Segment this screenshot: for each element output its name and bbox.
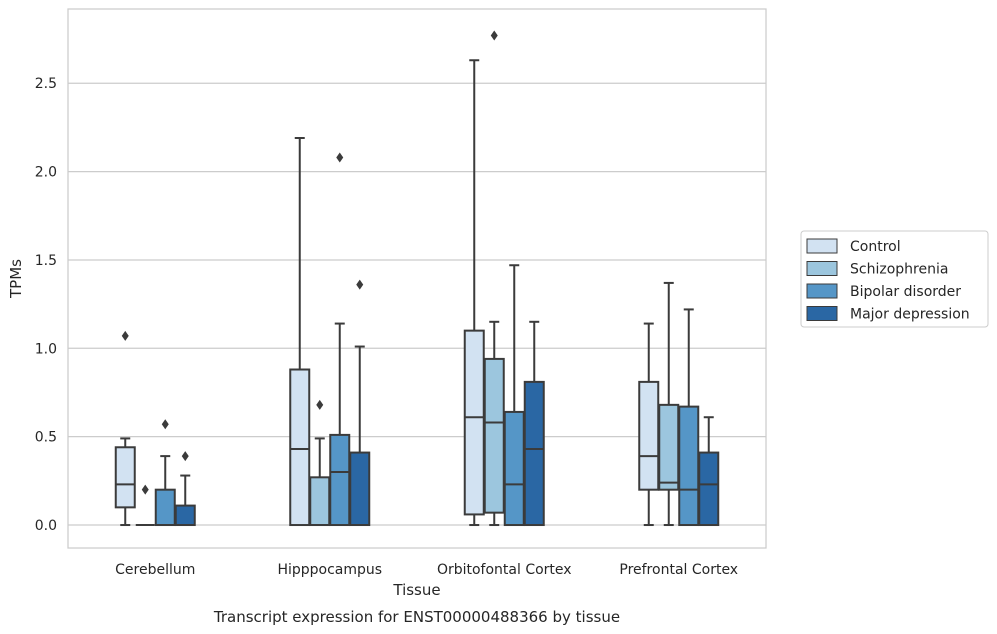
- y-axis-label: TPMs: [7, 259, 25, 299]
- legend-swatch: [806, 306, 838, 321]
- box-iqr: [289, 368, 311, 527]
- box-iqr: [154, 488, 176, 527]
- box-orbitofontal-cortex-bipolar-disorder: [503, 264, 525, 527]
- box-iqr: [349, 451, 371, 527]
- y-tick-label: 1.5: [35, 253, 57, 269]
- legend: Control Schizophrenia Bipolar disorder Majo…: [800, 230, 989, 328]
- box-cerebellum-control: [114, 330, 136, 527]
- outlier-point: [181, 451, 189, 462]
- box-iqr: [174, 504, 196, 527]
- x-tick-label: Cerebellum: [115, 562, 195, 578]
- outlier-point: [490, 30, 498, 41]
- x-tick-label: Prefrontal Cortex: [619, 562, 738, 578]
- box-iqr: [483, 357, 505, 514]
- legend-label: Major depression: [850, 307, 970, 323]
- legend-swatch: [806, 283, 838, 299]
- y-tick-label: 2.5: [35, 76, 57, 92]
- y-tick-label: 2.0: [35, 165, 57, 181]
- outlier-point: [336, 152, 344, 163]
- box-iqr: [658, 403, 680, 491]
- box-hipppocampus-major-depression: [349, 279, 371, 527]
- x-tick-labels: Cerebellum Hipppocampus Orbitofontal Corte…: [115, 562, 738, 578]
- legend-swatch: [806, 261, 838, 276]
- y-tick-label: 1.0: [35, 341, 57, 357]
- box-iqr: [678, 405, 700, 527]
- outlier-point: [356, 279, 364, 290]
- box-cerebellum-schizophrenia: [135, 484, 155, 527]
- box-prefrontal-cortex-bipolar-disorder: [678, 308, 700, 527]
- box-hipppocampus-bipolar-disorder: [329, 152, 351, 527]
- chart-caption: Transcript expression for ENST0000048836…: [213, 608, 620, 626]
- outlier-point: [141, 484, 149, 495]
- y-tick-labels: 0.0 0.5 1.0 1.5 2.0 2.5: [35, 76, 57, 534]
- box-iqr: [114, 446, 136, 509]
- box-cerebellum-major-depression: [174, 451, 196, 527]
- outlier-point: [161, 419, 169, 430]
- box-prefrontal-cortex-major-depression: [698, 416, 720, 527]
- box-iqr: [698, 451, 720, 527]
- y-tick-label: 0.5: [35, 430, 57, 446]
- box-orbitofontal-cortex-schizophrenia: [483, 30, 505, 527]
- legend-label: Bipolar disorder: [850, 284, 961, 300]
- legend-swatch: [806, 238, 838, 254]
- box-hipppocampus-schizophrenia: [309, 399, 331, 527]
- plot-frame: [67, 8, 767, 549]
- box-prefrontal-cortex-control: [638, 322, 660, 527]
- x-tick-label: Hipppocampus: [277, 562, 382, 578]
- box-series: [114, 30, 720, 527]
- box-orbitofontal-cortex-major-depression: [523, 320, 545, 527]
- box-cerebellum-bipolar-disorder: [154, 419, 176, 527]
- legend-label: Schizophrenia: [850, 262, 948, 278]
- box-iqr: [463, 329, 485, 516]
- outlier-point: [316, 399, 324, 410]
- box-iqr: [523, 380, 545, 527]
- outlier-point: [121, 330, 129, 341]
- x-tick-label: Orbitofontal Cortex: [437, 562, 572, 578]
- x-axis-label: Tissue: [392, 581, 440, 599]
- box-hipppocampus-control: [289, 137, 311, 527]
- legend-frame: [800, 230, 989, 328]
- box-prefrontal-cortex-schizophrenia: [658, 281, 680, 527]
- box-orbitofontal-cortex-control: [463, 59, 485, 527]
- box-iqr: [329, 433, 351, 527]
- y-tick-label: 0.0: [35, 518, 57, 534]
- box-iqr: [309, 476, 331, 527]
- legend-label: Control: [850, 239, 901, 255]
- box-iqr: [503, 410, 525, 527]
- box-iqr: [638, 380, 660, 491]
